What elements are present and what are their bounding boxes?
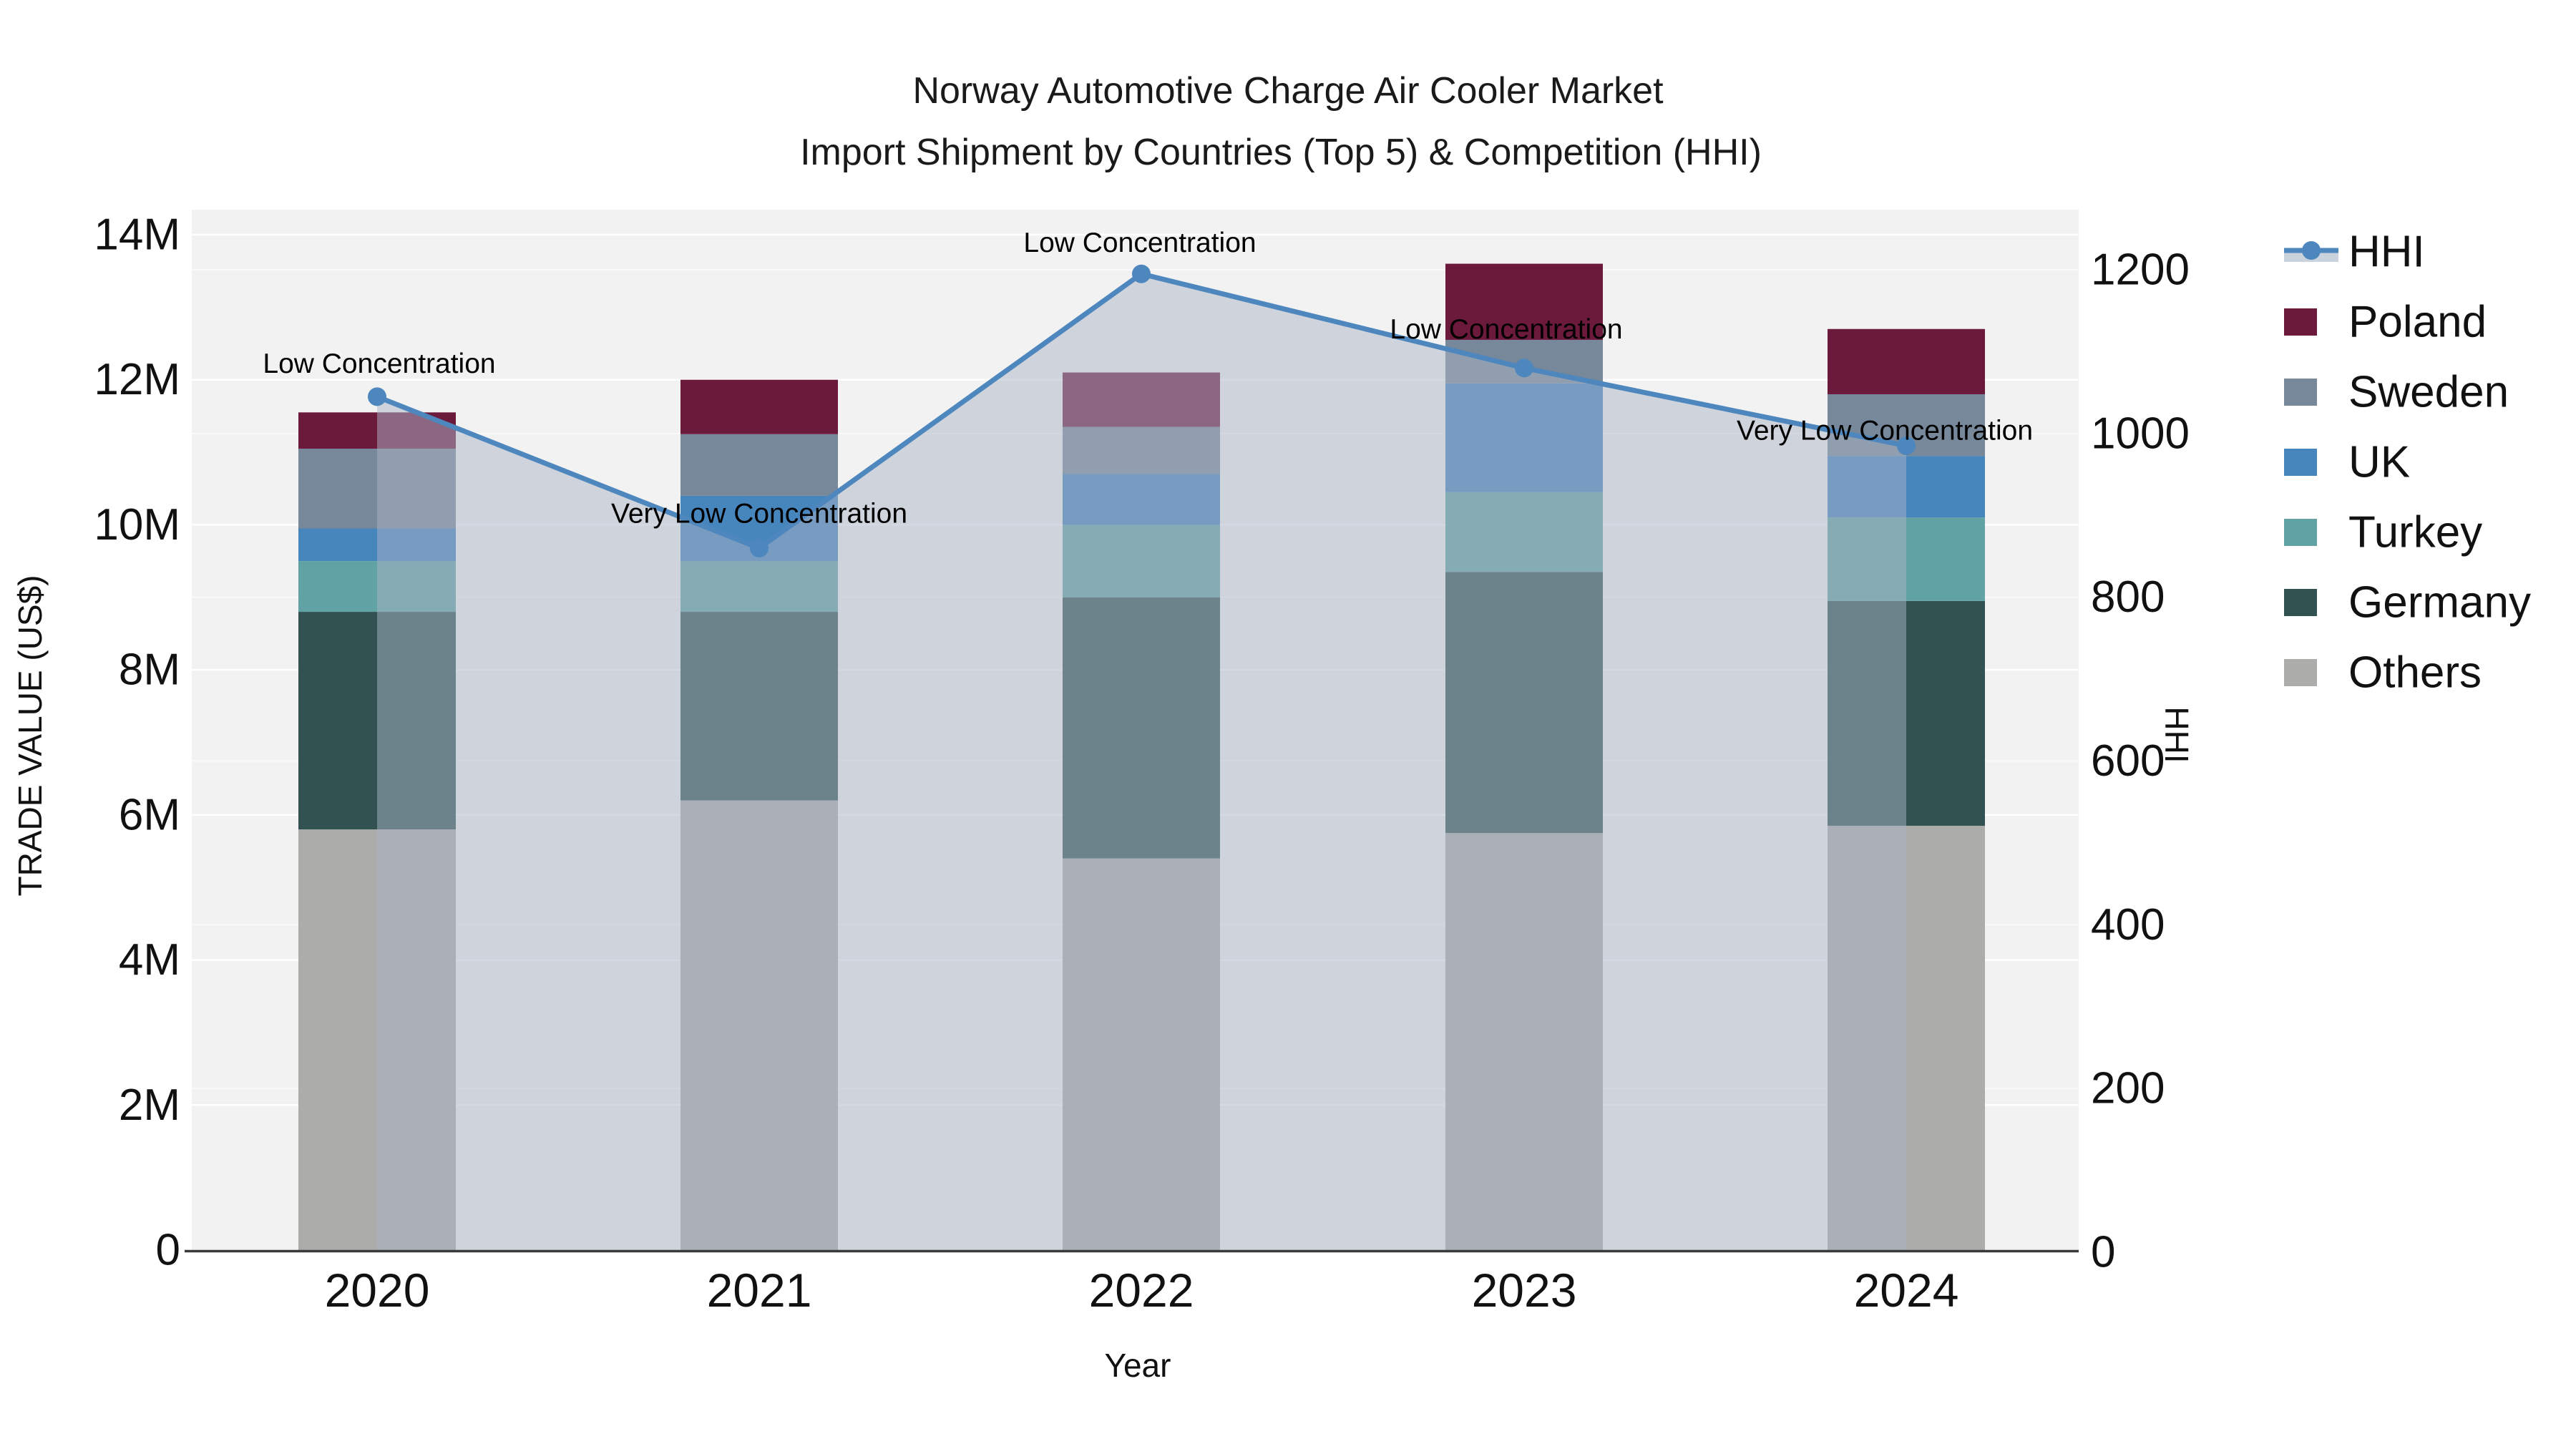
x-tick-label-2022: 2022 — [1089, 1264, 1194, 1317]
annotation-2024: Very Low Concentration — [1737, 415, 2033, 446]
legend-item-turkey[interactable]: Turkey — [2284, 508, 2482, 557]
y-left-tick-label: 4M — [119, 935, 180, 985]
legend-label-germany: Germany — [2348, 578, 2531, 628]
hhi-marker-2020[interactable] — [368, 387, 386, 406]
y-left-tick-label: 10M — [94, 500, 180, 550]
chart-title-line2: Import Shipment by Countries (Top 5) & C… — [800, 132, 1762, 173]
y-left-tick-label: 6M — [119, 790, 180, 839]
legend-label-poland: Poland — [2348, 298, 2487, 347]
bar-segment-poland-2023[interactable] — [1445, 263, 1603, 340]
hhi-marker-icon — [2302, 241, 2321, 260]
legend-label-others: Others — [2348, 648, 2482, 698]
legend-item-poland[interactable]: Poland — [2284, 298, 2487, 347]
legend-swatch-sweden-icon — [2284, 379, 2317, 406]
hhi-marker-2023[interactable] — [1515, 358, 1533, 378]
chart-title-line1: Norway Automotive Charge Air Cooler Mark… — [912, 70, 1664, 112]
y-right-tick-label: 200 — [2091, 1064, 2165, 1113]
y-right-tick-label: 1200 — [2091, 245, 2190, 294]
legend-label-turkey: Turkey — [2348, 508, 2482, 557]
x-tick-label-2024: 2024 — [1854, 1264, 1959, 1317]
x-tick-label-2023: 2023 — [1472, 1264, 1577, 1317]
y-right-tick-label: 1000 — [2091, 409, 2190, 458]
legend-swatch-germany-icon — [2284, 589, 2317, 616]
y-right-tick-label: 400 — [2091, 900, 2165, 950]
y-right-tick-label: 600 — [2091, 736, 2165, 786]
x-tick-label-2021: 2021 — [707, 1264, 812, 1317]
y-right-tick-label: 0 — [2091, 1228, 2115, 1277]
annotation-2022: Low Concentration — [1023, 228, 1256, 258]
legend-label-sweden: Sweden — [2348, 368, 2509, 417]
annotation-2020: Low Concentration — [263, 348, 495, 379]
legend-label-hhi: HHI — [2348, 228, 2425, 277]
hhi-marker-2024[interactable] — [1897, 436, 1916, 455]
y-axis-title-left: TRADE VALUE (US$) — [11, 575, 49, 896]
y-left-tick-label: 14M — [94, 210, 180, 260]
bar-segment-poland-2021[interactable] — [680, 379, 838, 434]
legend-item-hhi[interactable]: HHI — [2284, 228, 2425, 277]
legend-swatch-turkey-icon — [2284, 519, 2317, 546]
legend-item-germany[interactable]: Germany — [2284, 578, 2531, 628]
y-left-tick-label: 8M — [119, 645, 180, 695]
annotation-2021: Very Low Concentration — [611, 499, 907, 530]
bar-segment-sweden-2021[interactable] — [680, 434, 838, 496]
y-left-tick-label: 0 — [156, 1226, 180, 1275]
hhi-marker-2022[interactable] — [1132, 264, 1151, 283]
legend: HHI Poland Sweden UK Turkey Germany Others — [2284, 228, 2531, 698]
x-axis-title: Year — [1105, 1347, 1171, 1384]
annotation-2023: Low Concentration — [1390, 314, 1622, 345]
y-right-tick-label: 800 — [2091, 572, 2165, 622]
legend-item-others[interactable]: Others — [2284, 648, 2482, 698]
legend-label-uk: UK — [2348, 438, 2410, 487]
y-left-tick-label: 2M — [119, 1080, 180, 1130]
legend-swatch-others-icon — [2284, 659, 2317, 686]
legend-item-uk[interactable]: UK — [2284, 438, 2410, 487]
legend-item-sweden[interactable]: Sweden — [2284, 368, 2509, 417]
hhi-marker-2021[interactable] — [750, 539, 769, 558]
legend-swatch-poland-icon — [2284, 308, 2317, 336]
hhi-area-fill — [377, 273, 1906, 1251]
x-tick-label-2020: 2020 — [325, 1264, 430, 1317]
bar-segment-poland-2024[interactable] — [1828, 328, 1985, 394]
y-left-tick-label: 12M — [94, 355, 180, 404]
y-axis-title-right: HHI — [2158, 706, 2195, 763]
legend-swatch-uk-icon — [2284, 449, 2317, 476]
